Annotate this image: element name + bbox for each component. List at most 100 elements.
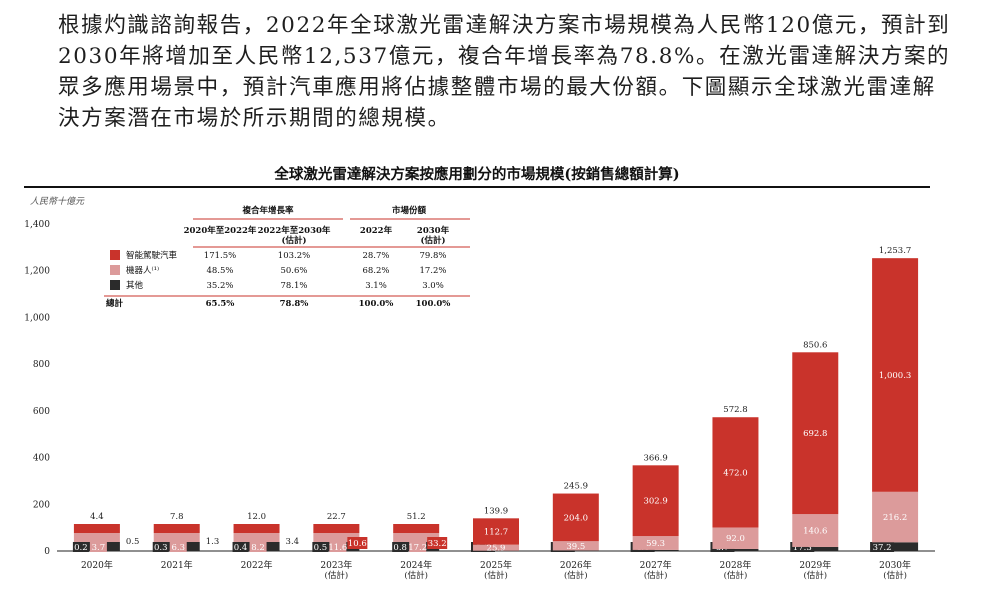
y-tick-label: 600 (33, 407, 50, 417)
bar-segment (872, 491, 919, 543)
segment-value-label: 17.3 (793, 543, 812, 553)
label-chip (152, 542, 169, 552)
y-axis-unit: 人民幣十億元 (30, 197, 85, 207)
bar-segment (632, 465, 679, 537)
x-category-label: 2027年 (640, 559, 672, 571)
y-tick-label: 200 (33, 500, 50, 510)
bar-segment (313, 533, 360, 542)
x-category-label: 2029年 (799, 559, 831, 571)
bar-segment (313, 524, 360, 533)
bar-total-label: 139.9 (484, 506, 508, 516)
bar-segment (792, 352, 839, 515)
bar-total-label: 51.2 (407, 512, 426, 522)
bar-total-label: 7.8 (170, 512, 184, 522)
label-chip (72, 542, 89, 552)
bar-segment (632, 536, 679, 550)
bar-segment (712, 417, 759, 528)
chart-title: 全球激光雷達解決方案按應用劃分的市場規模(按銷售總額計算) (274, 166, 680, 183)
segment-value-label: 0.4 (234, 543, 248, 553)
segment-value-label: 6.3 (171, 543, 185, 553)
table-group-cagr: 複合年增長率 (241, 205, 294, 216)
table-col4-header-sub: (估計) (420, 235, 445, 246)
bar-segment (473, 544, 519, 551)
table-col4-header: 2030年 (417, 225, 450, 236)
table-cell: 171.5% (204, 251, 236, 261)
x-category-label: 2024年 (400, 559, 432, 571)
segment-value-label: 25.9 (487, 544, 506, 554)
table-total-c3: 100.0% (359, 299, 394, 309)
segment-value-label: 472.0 (723, 468, 747, 478)
label-chip (312, 542, 329, 552)
y-tick-label: 0 (44, 547, 50, 557)
bar-segment (552, 493, 599, 542)
legend-swatch (110, 250, 120, 260)
y-tick-label: 1,000 (24, 313, 50, 323)
x-category-label: 2023年 (320, 559, 352, 571)
table-col2-header-sub: (估計) (281, 235, 306, 246)
bar-segment (792, 546, 839, 551)
intro-text: 根據灼識諮詢報告，2022年全球激光雷達解決方案市場規模為人民幣120億元，預計… (58, 10, 958, 134)
bar-total-label: 572.8 (723, 405, 747, 415)
x-category-sublabel: (估計) (564, 570, 588, 581)
segment-value-label: 37.2 (873, 543, 892, 553)
x-category-label: 2030年 (879, 559, 911, 571)
segment-value-label: 11.6 (328, 543, 347, 553)
cagr-share-table: 複合年增長率 市場份額 2020年至2022年 2022年至2030年 (估計)… (104, 205, 470, 309)
label-chip (89, 542, 107, 552)
bar-segment (153, 533, 200, 542)
segment-value-label: 1.3 (206, 537, 220, 547)
table-cell: 103.2% (278, 251, 310, 261)
title-rule (24, 186, 930, 188)
y-tick-label: 800 (33, 360, 50, 370)
table-cell: 48.5% (206, 266, 233, 276)
label-chip (427, 537, 448, 549)
x-category-label: 2025年 (480, 559, 512, 571)
table-col2-header: 2022年至2030年 (258, 225, 331, 236)
segment-value-label: 17.2 (408, 543, 427, 553)
table-total-label: 總計 (106, 298, 124, 309)
table-cell: 50.6% (280, 266, 307, 276)
bar-segment (872, 258, 919, 492)
table-cell: 3.1% (365, 281, 387, 291)
x-category-label: 2022年 (241, 559, 273, 571)
x-category-sublabel: (估計) (644, 570, 668, 581)
bar-total-label: 12.0 (247, 512, 266, 522)
x-category-label: 2028年 (720, 559, 752, 571)
bar-segment (872, 542, 919, 551)
bar-segment (712, 548, 759, 551)
axis-layer: 0 200 400 600 800 1,000 1,200 1,400 2020年 2021年 20… (24, 220, 935, 581)
y-tick-label: 1,400 (24, 220, 50, 230)
x-category-label: 2026年 (560, 559, 592, 571)
bar-layer: 0.2 3.7 0.5 4.4 0.3 6.3 1.3 7.8 0.4 8.2 3.4 12.0 0.5… (72, 246, 919, 554)
segment-value-label: 3.7 (92, 543, 106, 553)
table-cell: 28.7% (362, 251, 389, 261)
table-total-c1: 65.5% (206, 299, 235, 309)
x-category-sublabel: (估計) (724, 570, 748, 581)
segment-value-label: 0.2 (74, 543, 88, 553)
legend-label: 智能駕駛汽車 (126, 250, 178, 261)
x-category-sublabel: (估計) (325, 570, 349, 581)
legend-label: 其他 (126, 280, 144, 291)
table-cell: 3.0% (422, 281, 444, 291)
legend-swatch (110, 280, 120, 290)
segment-value-label: 112.7 (484, 527, 508, 537)
label-chip (347, 537, 368, 549)
table-cell: 78.1% (280, 281, 307, 291)
label-chip (790, 542, 815, 552)
bar-segment (632, 549, 679, 551)
y-tick-label: 1,200 (24, 267, 50, 277)
bar-total-label: 1,253.7 (879, 246, 911, 256)
table-col1-header: 2020年至2022年 (184, 225, 257, 236)
segment-value-label: 0.5 (314, 543, 328, 553)
table-total-c2: 78.8% (280, 299, 309, 309)
table-cell: 68.2% (362, 266, 389, 276)
legend-swatch (110, 265, 120, 275)
segment-value-label: 0.5 (126, 537, 140, 547)
bar-total-label: 850.6 (803, 340, 827, 350)
bar-total-label: 22.7 (327, 512, 346, 522)
label-chip (249, 542, 267, 552)
bar-segment (473, 518, 519, 545)
label-chip (870, 542, 895, 552)
bar-segment (73, 524, 120, 533)
